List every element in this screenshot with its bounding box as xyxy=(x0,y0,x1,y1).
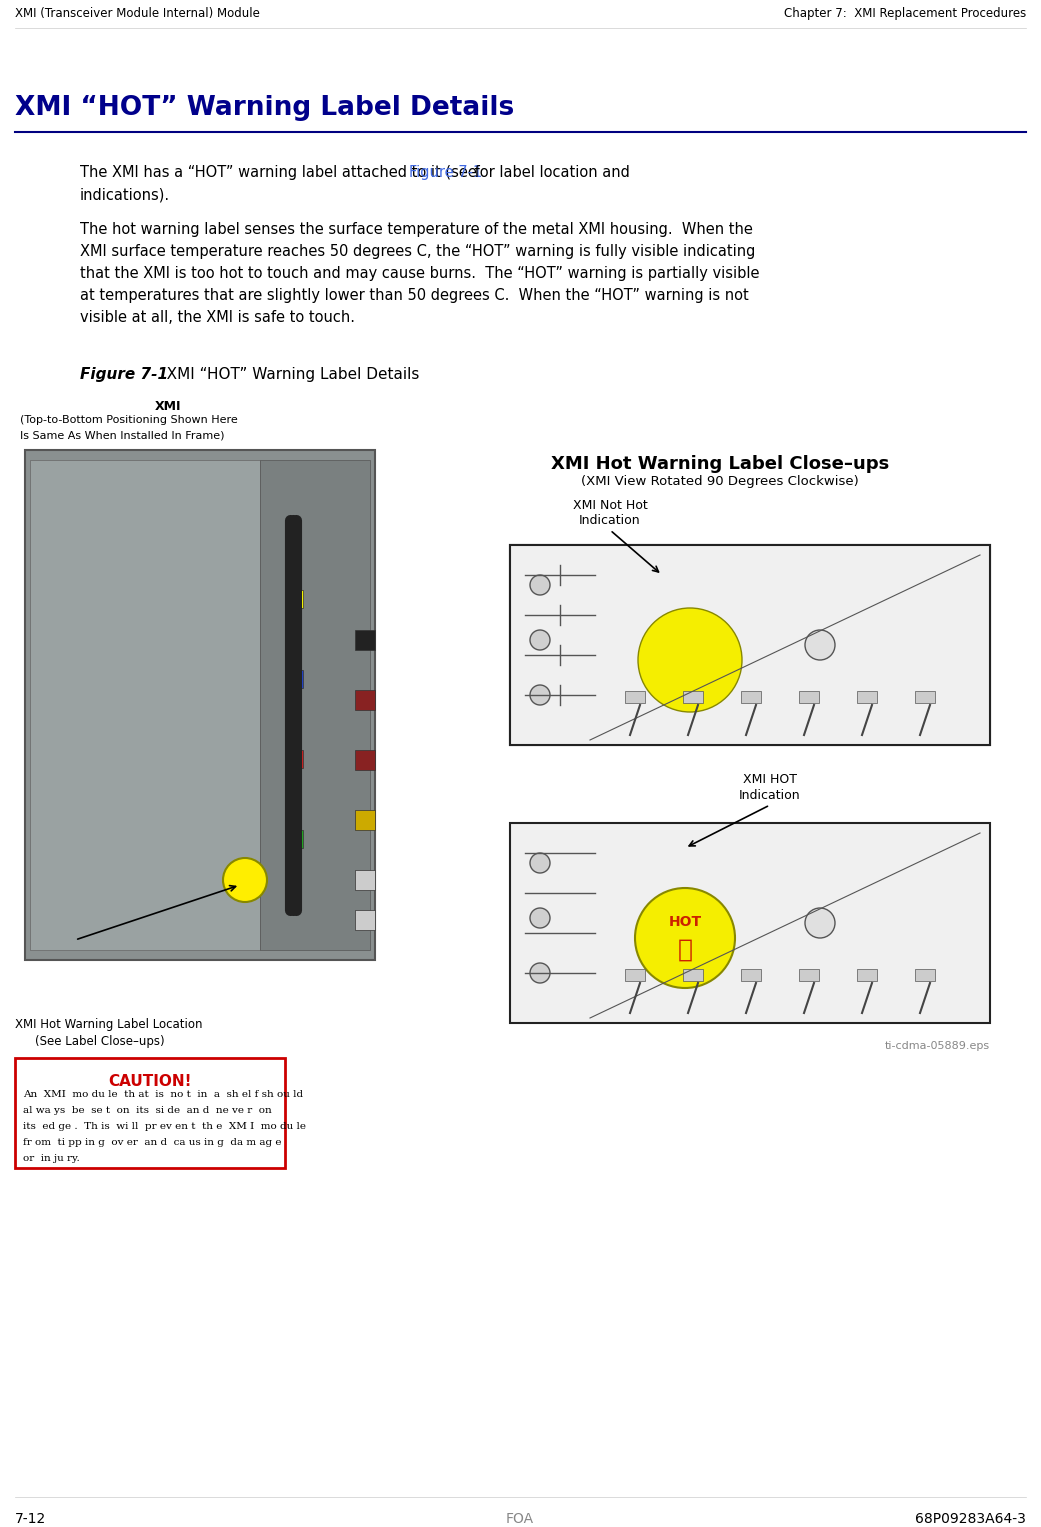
Text: (Top-to-Bottom Positioning Shown Here: (Top-to-Bottom Positioning Shown Here xyxy=(20,415,237,425)
Text: XMI (Transceiver Module Internal) Module: XMI (Transceiver Module Internal) Module xyxy=(15,8,260,20)
Circle shape xyxy=(805,909,835,938)
Circle shape xyxy=(530,631,550,651)
Text: Is Same As When Installed In Frame): Is Same As When Installed In Frame) xyxy=(20,431,225,440)
Bar xyxy=(510,545,990,745)
Text: 68P09283A64-3: 68P09283A64-3 xyxy=(915,1512,1026,1525)
Circle shape xyxy=(635,889,735,988)
Text: The XMI has a “HOT” warning label attached to it (see: The XMI has a “HOT” warning label attach… xyxy=(80,165,482,180)
Text: XMI HOT: XMI HOT xyxy=(743,773,797,786)
Bar xyxy=(25,450,375,960)
Text: Figure 7-1: Figure 7-1 xyxy=(409,165,483,180)
Bar xyxy=(355,631,375,651)
Text: its  ed ge .  Th is  wi ll  pr ev en t  th e  XM I  mo du le: its ed ge . Th is wi ll pr ev en t th e … xyxy=(23,1122,306,1132)
Text: Indication: Indication xyxy=(579,515,641,527)
Text: at temperatures that are slightly lower than 50 degrees C.  When the “HOT” warni: at temperatures that are slightly lower … xyxy=(80,289,748,302)
Bar xyxy=(285,831,303,847)
Text: for label location and: for label location and xyxy=(471,165,630,180)
Text: XMI “HOT” Warning Label Details: XMI “HOT” Warning Label Details xyxy=(152,366,420,382)
Bar xyxy=(915,692,935,702)
Bar xyxy=(683,970,703,980)
Text: CAUTION!: CAUTION! xyxy=(108,1073,192,1089)
Text: Figure 7-1: Figure 7-1 xyxy=(80,366,169,382)
Bar xyxy=(857,692,877,702)
Bar xyxy=(355,690,375,710)
Text: XMI surface temperature reaches 50 degrees C, the “HOT” warning is fully visible: XMI surface temperature reaches 50 degre… xyxy=(80,244,756,260)
Text: (See Label Close–ups): (See Label Close–ups) xyxy=(35,1035,164,1048)
Text: FOA: FOA xyxy=(506,1512,534,1525)
Text: (XMI View Rotated 90 Degrees Clockwise): (XMI View Rotated 90 Degrees Clockwise) xyxy=(581,475,859,489)
Text: 7-12: 7-12 xyxy=(15,1512,46,1525)
Text: ti-cdma-05889.eps: ti-cdma-05889.eps xyxy=(885,1041,990,1051)
Text: indications).: indications). xyxy=(80,186,170,202)
Text: 🔥: 🔥 xyxy=(678,938,692,962)
Bar xyxy=(355,750,375,770)
Bar xyxy=(741,692,761,702)
Bar xyxy=(915,970,935,980)
Text: or  in ju ry.: or in ju ry. xyxy=(23,1154,80,1164)
Bar xyxy=(355,870,375,890)
Bar xyxy=(285,589,303,608)
Bar xyxy=(857,970,877,980)
Circle shape xyxy=(530,964,550,983)
Text: Chapter 7:  XMI Replacement Procedures: Chapter 7: XMI Replacement Procedures xyxy=(784,8,1026,20)
Bar xyxy=(30,460,260,950)
Bar xyxy=(355,910,375,930)
Bar xyxy=(683,692,703,702)
Circle shape xyxy=(530,854,550,873)
Circle shape xyxy=(638,608,742,712)
Bar xyxy=(510,545,990,745)
Bar xyxy=(355,809,375,831)
Text: XMI: XMI xyxy=(155,400,181,412)
Text: XMI Hot Warning Label Close–ups: XMI Hot Warning Label Close–ups xyxy=(551,455,889,473)
Bar xyxy=(285,750,303,768)
Text: XMI “HOT” Warning Label Details: XMI “HOT” Warning Label Details xyxy=(15,95,514,121)
Text: An  XMI  mo du le  th at  is  no t  in  a  sh el f sh ou ld: An XMI mo du le th at is no t in a sh el… xyxy=(23,1090,303,1099)
Circle shape xyxy=(530,576,550,596)
FancyBboxPatch shape xyxy=(15,1058,285,1168)
Text: that the XMI is too hot to touch and may cause burns.  The “HOT” warning is part: that the XMI is too hot to touch and may… xyxy=(80,266,760,281)
Bar xyxy=(260,460,370,950)
Bar xyxy=(625,970,645,980)
Bar xyxy=(741,970,761,980)
Circle shape xyxy=(805,631,835,660)
Text: The hot warning label senses the surface temperature of the metal XMI housing.  : The hot warning label senses the surface… xyxy=(80,221,753,237)
Text: fr om  ti pp in g  ov er  an d  ca us in g  da m ag e: fr om ti pp in g ov er an d ca us in g d… xyxy=(23,1138,281,1147)
Text: al wa ys  be  se t  on  its  si de  an d  ne ve r  on: al wa ys be se t on its si de an d ne ve… xyxy=(23,1106,272,1115)
Text: XMI Hot Warning Label Location: XMI Hot Warning Label Location xyxy=(15,1019,203,1031)
Text: XMI Not Hot: XMI Not Hot xyxy=(573,499,648,512)
Bar xyxy=(285,670,303,689)
Text: Indication: Indication xyxy=(739,789,801,802)
Bar xyxy=(799,970,819,980)
Circle shape xyxy=(530,909,550,928)
Bar xyxy=(625,692,645,702)
Text: visible at all, the XMI is safe to touch.: visible at all, the XMI is safe to touch… xyxy=(80,310,355,325)
Text: HOT: HOT xyxy=(668,915,702,928)
Bar xyxy=(510,823,990,1023)
Bar xyxy=(799,692,819,702)
Circle shape xyxy=(223,858,266,902)
Circle shape xyxy=(530,686,550,705)
